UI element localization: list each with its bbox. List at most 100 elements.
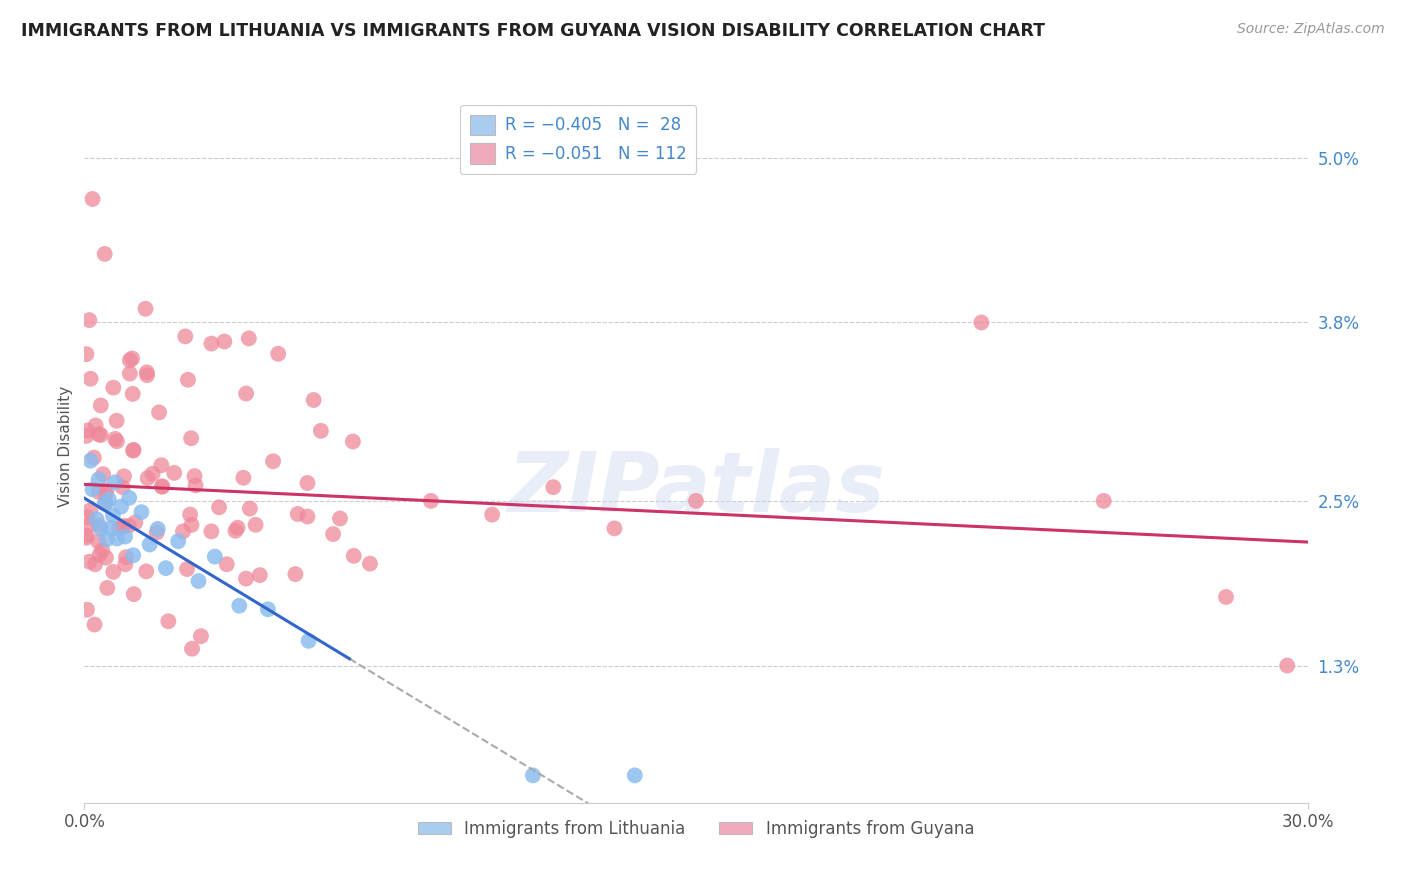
Point — [157, 614, 180, 628]
Point — [93, 247, 115, 261]
Legend: Immigrants from Lithuania, Immigrants from Guyana: Immigrants from Lithuania, Immigrants fr… — [411, 814, 981, 845]
Point — [297, 475, 319, 490]
Point — [87, 427, 110, 442]
Point — [226, 521, 249, 535]
Point — [136, 471, 159, 485]
Point — [208, 500, 231, 515]
Point — [84, 558, 107, 572]
Point — [232, 471, 254, 485]
Point — [79, 372, 101, 386]
Text: IMMIGRANTS FROM LITHUANIA VS IMMIGRANTS FROM GUYANA VISION DISABILITY CORRELATIO: IMMIGRANTS FROM LITHUANIA VS IMMIGRANTS … — [21, 22, 1045, 40]
Point — [174, 329, 197, 343]
Point — [96, 532, 118, 546]
Point — [179, 508, 201, 522]
Point — [86, 512, 108, 526]
Point — [142, 467, 165, 481]
Point — [79, 517, 101, 532]
Point — [90, 522, 112, 536]
Point — [298, 633, 321, 648]
Point — [150, 479, 173, 493]
Point — [181, 641, 204, 656]
Point — [110, 500, 132, 514]
Point — [112, 469, 135, 483]
Point — [75, 528, 97, 542]
Point — [297, 509, 319, 524]
Point — [359, 557, 381, 571]
Point — [1215, 590, 1237, 604]
Point — [89, 548, 111, 562]
Point — [97, 492, 120, 507]
Point — [75, 531, 97, 545]
Point — [76, 602, 98, 616]
Point — [94, 487, 117, 501]
Point — [104, 475, 127, 490]
Point — [114, 530, 136, 544]
Point — [200, 524, 222, 539]
Point — [124, 516, 146, 530]
Point — [184, 478, 207, 492]
Point — [75, 347, 97, 361]
Point — [249, 568, 271, 582]
Point — [603, 521, 626, 535]
Point — [101, 508, 124, 523]
Point — [214, 334, 236, 349]
Point — [970, 316, 993, 330]
Point — [177, 373, 200, 387]
Point — [239, 501, 262, 516]
Point — [267, 347, 290, 361]
Point — [103, 565, 125, 579]
Point — [79, 453, 101, 467]
Point — [543, 480, 565, 494]
Point — [75, 429, 97, 443]
Point — [131, 505, 153, 519]
Point — [104, 432, 127, 446]
Point — [118, 367, 141, 381]
Point — [481, 508, 503, 522]
Point — [103, 381, 125, 395]
Point — [224, 524, 246, 538]
Point — [87, 485, 110, 500]
Point — [135, 365, 157, 379]
Point — [145, 525, 167, 540]
Point — [118, 353, 141, 368]
Text: Source: ZipAtlas.com: Source: ZipAtlas.com — [1237, 22, 1385, 37]
Point — [228, 599, 250, 613]
Point — [108, 522, 131, 536]
Point — [94, 550, 117, 565]
Point — [118, 518, 141, 533]
Point — [84, 418, 107, 433]
Point — [105, 414, 128, 428]
Point — [146, 522, 169, 536]
Point — [235, 386, 257, 401]
Y-axis label: Vision Disability: Vision Disability — [58, 385, 73, 507]
Text: ZIPatlas: ZIPatlas — [508, 449, 884, 529]
Point — [309, 424, 332, 438]
Point — [624, 768, 647, 782]
Point — [91, 467, 114, 482]
Point — [83, 617, 105, 632]
Point — [1092, 494, 1115, 508]
Point — [111, 480, 134, 494]
Point — [76, 424, 98, 438]
Point — [238, 331, 260, 345]
Point — [685, 494, 707, 508]
Point — [82, 483, 104, 497]
Point — [79, 503, 101, 517]
Point — [245, 517, 267, 532]
Point — [87, 518, 110, 533]
Point — [91, 543, 114, 558]
Point — [155, 561, 177, 575]
Point — [118, 491, 141, 505]
Point — [1277, 658, 1299, 673]
Point — [105, 532, 128, 546]
Point — [262, 454, 284, 468]
Point — [420, 494, 443, 508]
Point — [138, 537, 160, 551]
Point — [204, 549, 226, 564]
Point — [87, 534, 110, 549]
Point — [200, 336, 222, 351]
Point — [343, 549, 366, 563]
Point — [150, 458, 173, 473]
Point — [176, 562, 198, 576]
Point — [287, 507, 309, 521]
